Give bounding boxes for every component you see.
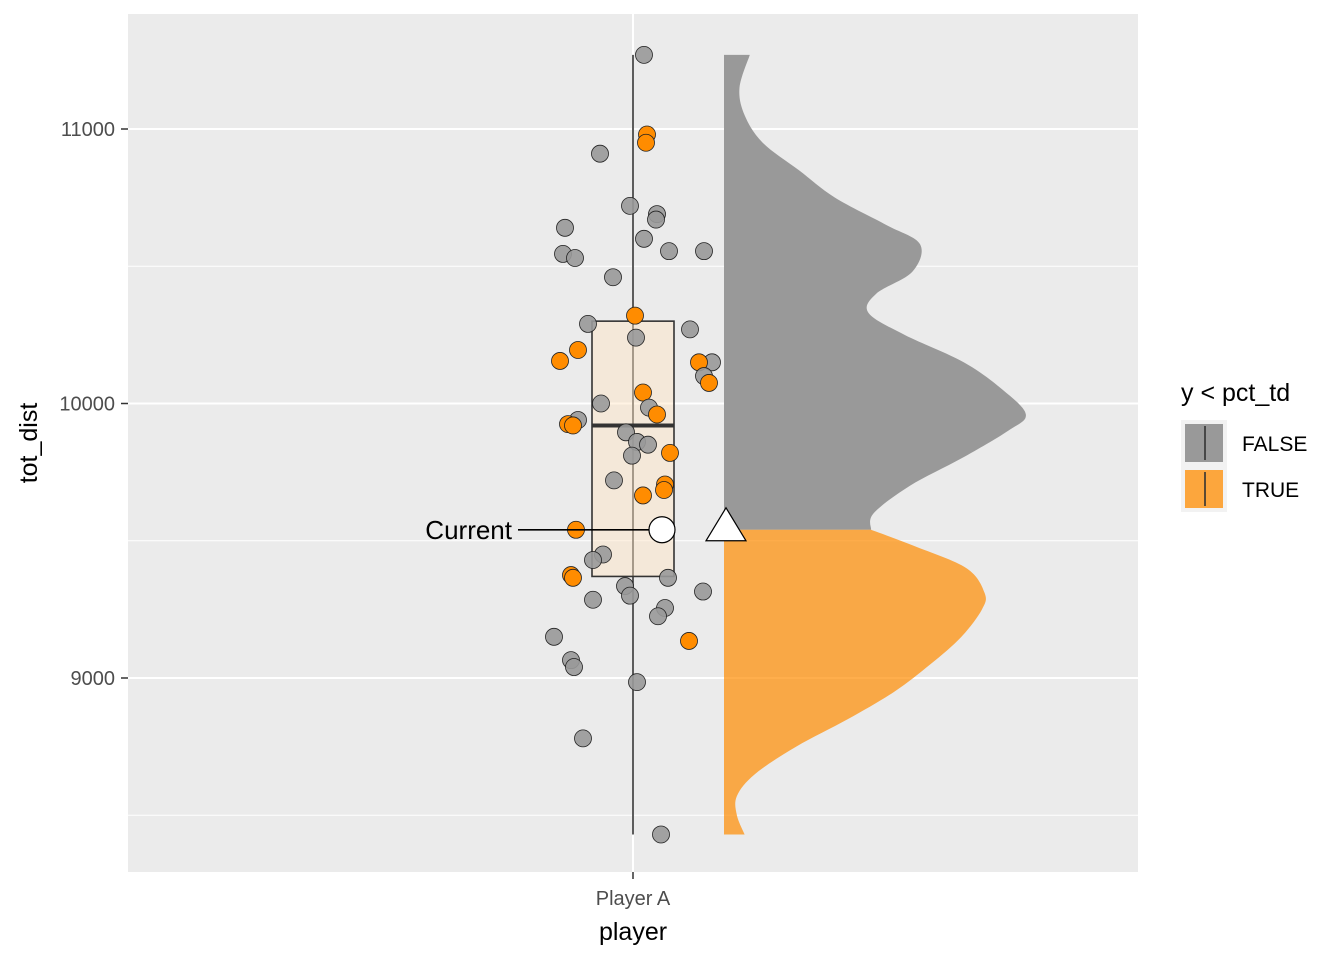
point-42: [584, 551, 602, 569]
y-tick-label-1: 10000: [59, 394, 115, 416]
point-58: [652, 825, 670, 844]
point-39: [634, 486, 652, 505]
point-49: [584, 590, 602, 609]
point-33: [639, 435, 657, 454]
point-4: [621, 196, 639, 215]
point-14: [626, 306, 644, 325]
legend-title: y < pct_td: [1181, 379, 1290, 407]
point-52: [545, 627, 563, 646]
point-56: [628, 673, 646, 692]
point-7: [556, 218, 574, 237]
point-45: [659, 568, 677, 587]
point-57: [574, 729, 592, 748]
point-44: [564, 568, 582, 587]
point-17: [627, 328, 645, 347]
y-axis-title: tot_dist: [15, 403, 43, 484]
point-34: [661, 444, 679, 462]
point-8: [635, 229, 653, 248]
point-38: [655, 481, 673, 499]
legend-entries: FALSE TRUE: [1181, 420, 1307, 512]
y-axis: 9000 10000 11000: [59, 119, 128, 690]
point-12: [566, 249, 584, 267]
point-15: [579, 314, 597, 333]
point-23: [700, 374, 718, 392]
point-47: [694, 582, 712, 601]
current-marker: [648, 516, 676, 544]
point-16: [681, 320, 699, 339]
point-24: [634, 383, 652, 402]
point-53: [680, 632, 698, 650]
point-6: [647, 210, 665, 229]
point-30: [564, 416, 582, 435]
density-false-area: [724, 54, 1026, 530]
y-tick-label-0: 9000: [71, 668, 116, 690]
point-10: [695, 242, 713, 261]
point-13: [604, 268, 622, 287]
point-48: [621, 586, 639, 605]
point-35: [623, 446, 641, 465]
legend-label-true: TRUE: [1242, 479, 1299, 502]
current-triangle-marker: [704, 506, 748, 542]
point-27: [648, 405, 666, 424]
point-2: [637, 133, 655, 152]
jitter-points: [545, 45, 721, 844]
x-tick-label-0: Player A: [596, 888, 671, 910]
legend-swatch-false: [1185, 424, 1223, 462]
legend-label-false: FALSE: [1242, 433, 1307, 456]
point-51: [649, 607, 667, 626]
density-true-area: [724, 528, 986, 835]
point-55: [565, 658, 583, 676]
point-36: [605, 471, 623, 490]
point-19: [551, 352, 569, 370]
point-3: [591, 144, 609, 163]
y-tick-label-2: 11000: [61, 119, 115, 141]
legend: y < pct_td FALSE TRUE: [1181, 379, 1307, 512]
x-axis-title: player: [599, 918, 667, 946]
legend-swatch-true: [1185, 470, 1223, 508]
x-axis: Player A: [596, 872, 671, 910]
current-label: Current: [425, 515, 512, 545]
point-9: [660, 242, 678, 261]
point-0: [635, 45, 653, 64]
point-18: [569, 341, 587, 359]
point-25: [592, 394, 610, 413]
